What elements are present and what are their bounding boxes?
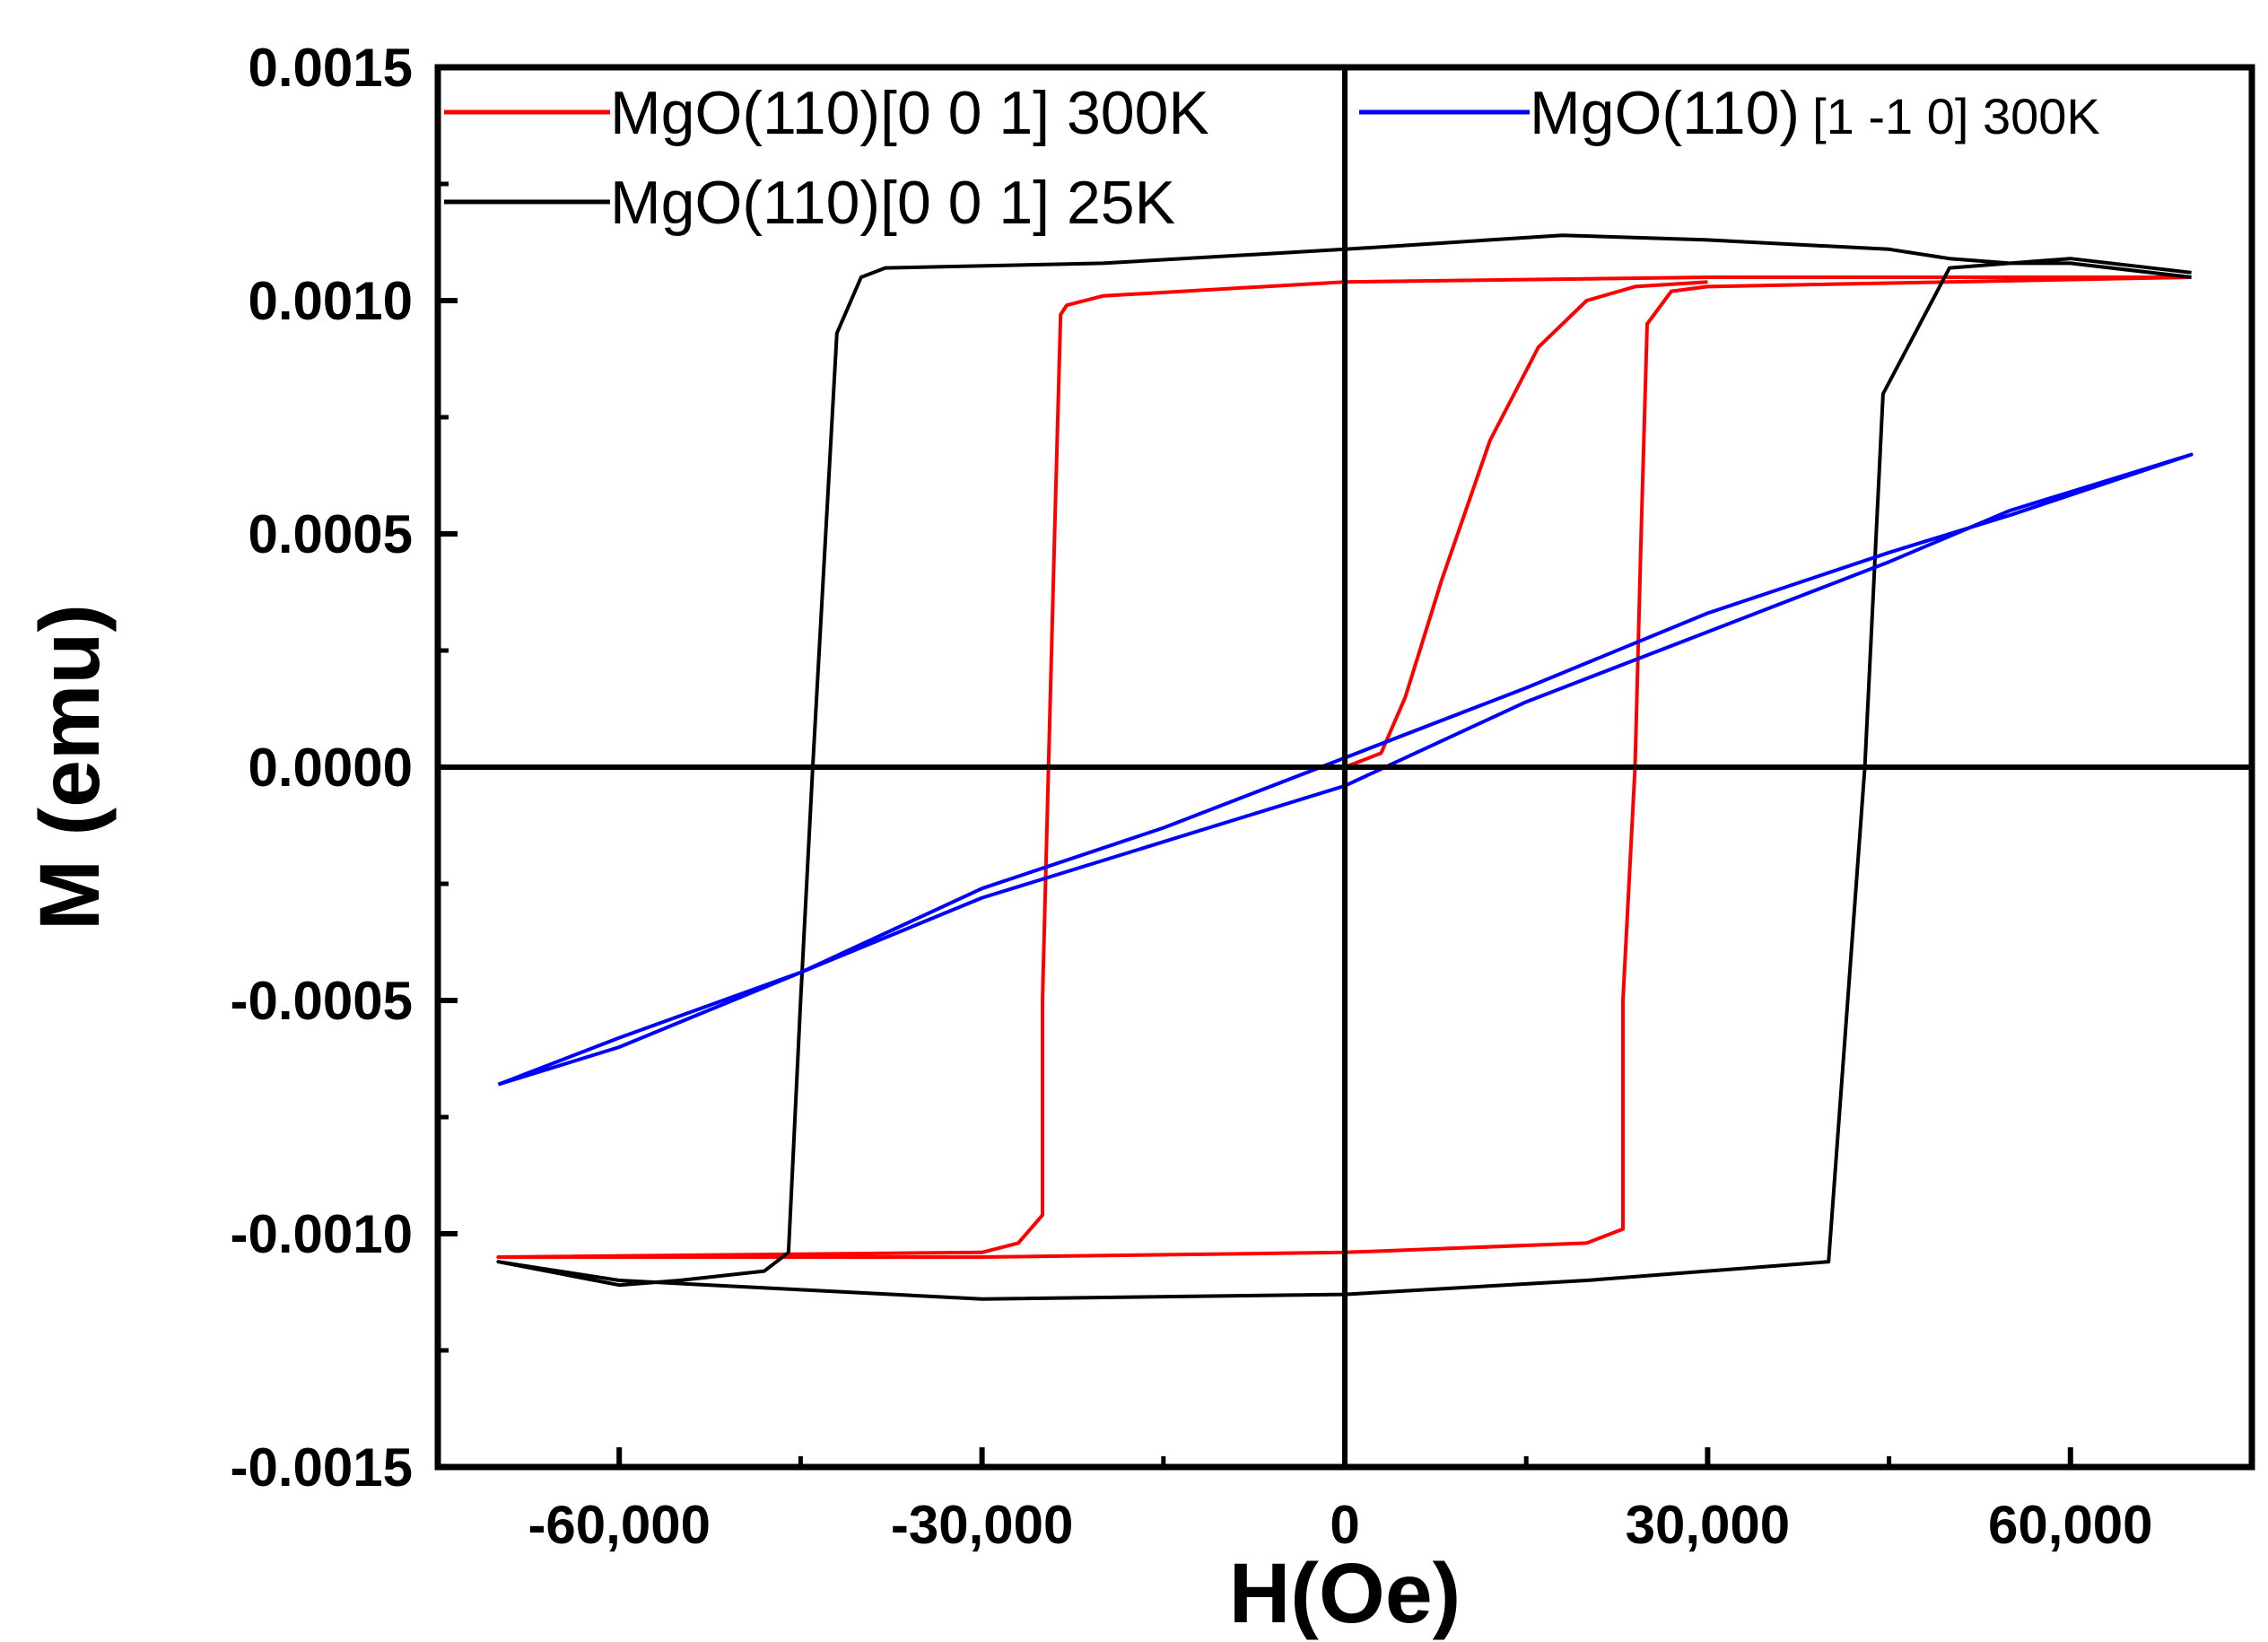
x-tick-label: 60,000 xyxy=(1988,1495,2153,1555)
y-tick-label: 0.0015 xyxy=(248,38,413,98)
legend-label-blue-300k: MgO(110) [1 -1 0] 300K xyxy=(1530,79,2100,147)
legend-label-blue-direction: [1 -1 0] 300K xyxy=(1812,88,2100,144)
y-tick-label: -0.0015 xyxy=(231,1437,414,1498)
legend-label-red-300k: MgO(110)[0 0 1] 300K xyxy=(610,79,1209,147)
y-tick-label: -0.0010 xyxy=(231,1204,414,1264)
y-tick-label: -0.0005 xyxy=(231,971,414,1031)
series-line-1 xyxy=(1344,280,1708,769)
legend-label-black-25k: MgO(110)[0 0 1] 25K xyxy=(610,169,1175,237)
x-tick-label: -60,000 xyxy=(528,1495,711,1555)
y-tick-label: 0.0000 xyxy=(248,738,413,798)
y-axis-title: M (emu) xyxy=(22,604,118,930)
legend-label-blue-main: MgO(110) xyxy=(1530,79,1800,147)
series-line-2 xyxy=(496,233,2192,1301)
ticks-layer: -60,000 -30,000 0 30,000 60,000 0.0015 0.0010 0… xyxy=(231,38,2153,1555)
series-layer xyxy=(496,233,2194,1301)
x-axis-title: H(Oe) xyxy=(1229,1546,1461,1641)
x-tick-label: 30,000 xyxy=(1626,1495,1791,1555)
legend: MgO(110)[0 0 1] 300K MgO(110) [1 -1 0] 30… xyxy=(444,79,2100,237)
series-line-3 xyxy=(497,452,2194,1087)
y-tick-label: 0.0005 xyxy=(248,504,413,564)
x-tick-label: 0 xyxy=(1330,1495,1359,1555)
x-tick-label: -30,000 xyxy=(891,1495,1074,1555)
y-tick-label: 0.0010 xyxy=(248,271,413,331)
series-line-0 xyxy=(496,275,2192,1259)
